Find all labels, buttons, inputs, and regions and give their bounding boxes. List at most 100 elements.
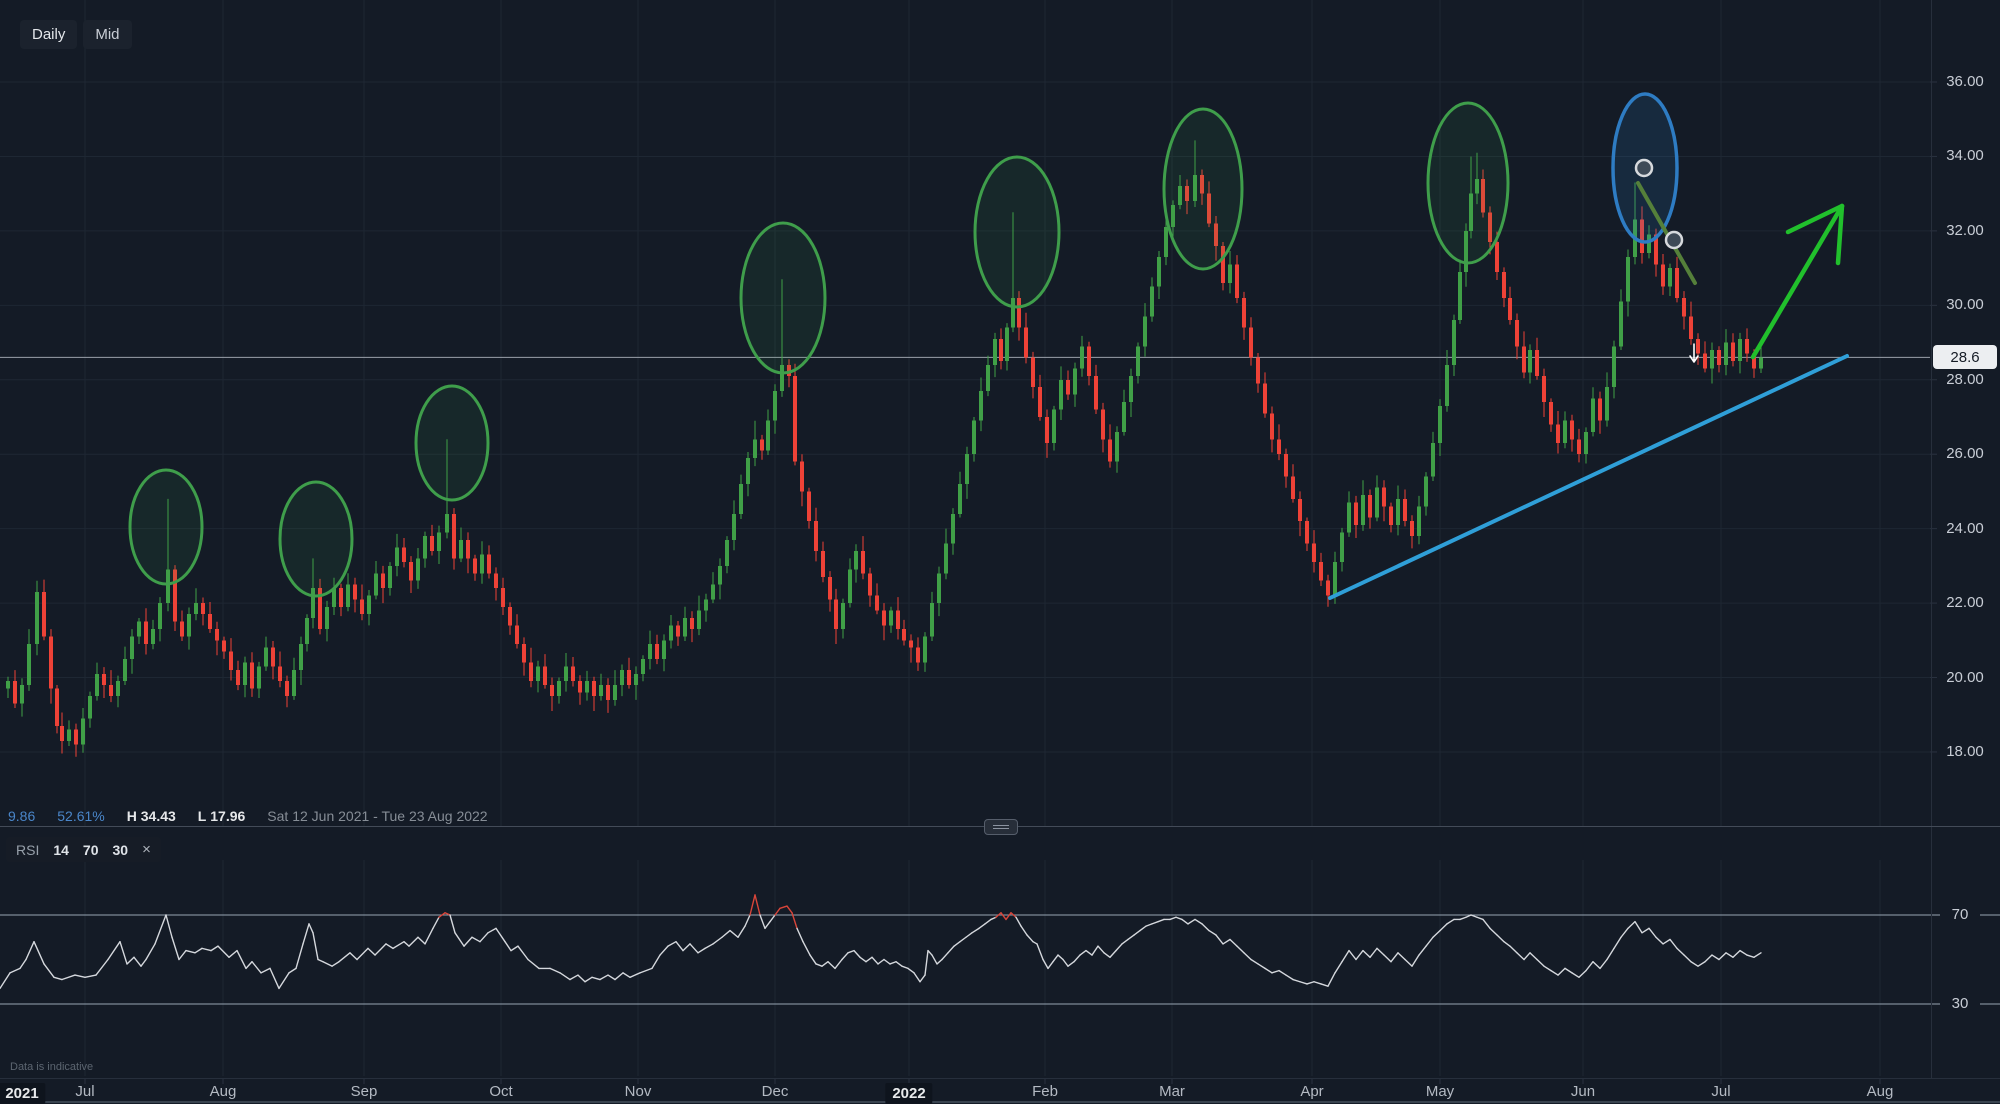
candle-body: [109, 684, 113, 697]
candle-body: [305, 617, 309, 645]
rsi-line-segment: [927, 949, 933, 956]
rsi-line-segment: [1181, 918, 1189, 925]
time-axis-border: [0, 1078, 2000, 1079]
rsi-line-segment: [403, 941, 410, 947]
timeframe-button[interactable]: Daily: [20, 20, 78, 49]
rsi-line-segment: [217, 945, 230, 958]
rsi-line-segment: [1194, 918, 1203, 925]
rsi-line-segment: [424, 927, 434, 945]
rsi-line-segment: [577, 974, 586, 983]
rsi-line-segment: [1425, 936, 1434, 947]
candle-body: [1136, 346, 1140, 377]
rsi-lower-level[interactable]: 30: [112, 841, 129, 858]
rsi-upper-level[interactable]: 70: [82, 841, 99, 858]
candle-body: [1270, 413, 1274, 440]
rsi-line-segment: [1606, 947, 1615, 961]
breakout-arrow-barb[interactable]: [1785, 203, 1845, 235]
candle-body: [1598, 398, 1602, 421]
rsi-line-segment: [796, 927, 804, 943]
rsi-line-segment: [126, 956, 135, 965]
candle-body: [662, 640, 666, 659]
candle-body: [1752, 353, 1756, 369]
spike-highlight-circle[interactable]: [128, 468, 204, 586]
candle-body: [473, 558, 477, 574]
support-trendline-drawing[interactable]: [1328, 354, 1849, 600]
candle-body: [367, 595, 371, 615]
spike-highlight-circle[interactable]: [973, 155, 1061, 309]
candle-body: [1347, 502, 1351, 533]
candle-body: [388, 565, 392, 589]
rsi-line-segment: [1369, 947, 1378, 958]
candle-body: [1445, 364, 1449, 406]
rsi-line-segment: [1446, 918, 1455, 925]
candle-body: [916, 647, 920, 663]
instrument-status-bar: 9.86 52.61% H 34.43 L 17.96 Sat 12 Jun 2…: [8, 806, 488, 826]
candle-body: [1745, 338, 1749, 354]
breakout-arrow-barb[interactable]: [1835, 203, 1845, 266]
candle-body: [529, 662, 533, 682]
candle-body: [423, 536, 427, 559]
rsi-line-segment: [769, 914, 776, 923]
rsi-line-segment: [1151, 920, 1159, 925]
rsi-line-segment: [1026, 934, 1034, 943]
candle-body: [958, 483, 962, 514]
spike-highlight-circle[interactable]: [1426, 101, 1510, 265]
rsi-line-segment: [651, 954, 661, 970]
rsi-line-segment: [549, 967, 561, 974]
candle-body: [1535, 349, 1539, 377]
rsi-line-segment: [1496, 934, 1505, 943]
rsi-line-segment: [1550, 969, 1559, 976]
rsi-line-segment: [1313, 981, 1322, 985]
rsi-close-icon[interactable]: ×: [142, 841, 151, 858]
rsi-line-segment: [971, 927, 980, 934]
candle-body: [1508, 297, 1512, 321]
rsi-line-segment: [367, 947, 376, 956]
rsi-line-segment: [385, 943, 394, 950]
candle-body: [95, 673, 99, 697]
candle-body: [1682, 297, 1686, 317]
pane-resize-handle[interactable]: [984, 819, 1018, 835]
candle-body: [494, 573, 498, 589]
candle-body: [1059, 379, 1063, 410]
time-axis-month-label: Dec: [761, 1083, 789, 1100]
drawing-anchor-handle[interactable]: [1664, 230, 1684, 250]
candle-body: [466, 539, 470, 559]
candle-body: [1221, 245, 1225, 283]
price-type-button[interactable]: Mid: [83, 20, 132, 49]
rsi-period[interactable]: 14: [53, 841, 69, 858]
pullback-trendline-drawing[interactable]: [1636, 181, 1697, 285]
rsi-line-segment: [675, 941, 684, 952]
spike-highlight-circle[interactable]: [414, 384, 490, 502]
rsi-line-segment: [1383, 954, 1392, 963]
candle-body: [222, 640, 226, 652]
drawing-anchor-handle[interactable]: [1634, 158, 1654, 178]
rsi-line-segment: [947, 945, 955, 954]
rsi-line-segment: [1306, 981, 1315, 985]
rsi-line-segment: [941, 952, 949, 961]
price-tick-label: 18.00: [1946, 742, 1984, 760]
spike-highlight-circle[interactable]: [739, 221, 827, 375]
candle-body: [1024, 327, 1028, 358]
candle-body: [416, 558, 420, 581]
breakout-arrow-shaft[interactable]: [1750, 203, 1845, 360]
rsi-line-segment: [1348, 949, 1357, 961]
rsi-line-segment: [260, 967, 271, 974]
rsi-line-segment: [1236, 945, 1245, 954]
candle-body: [930, 603, 934, 637]
rsi-line-segment: [479, 932, 489, 943]
rsi-line-segment: [165, 914, 173, 938]
mouse-cursor: [1689, 343, 1699, 363]
spike-highlight-circle[interactable]: [1162, 107, 1244, 271]
rsi-line-segment: [210, 945, 219, 952]
rsi-label[interactable]: RSI: [16, 841, 40, 858]
candle-body: [1591, 398, 1595, 432]
spike-highlight-circle[interactable]: [278, 480, 354, 598]
candle-body: [201, 603, 205, 615]
rsi-line-segment: [1489, 927, 1498, 936]
rsi-line-segment: [847, 949, 855, 954]
candle-body: [1031, 357, 1035, 388]
rsi-line-segment: [639, 967, 653, 974]
candle-body: [787, 364, 791, 377]
rsi-line-segment: [965, 932, 973, 938]
